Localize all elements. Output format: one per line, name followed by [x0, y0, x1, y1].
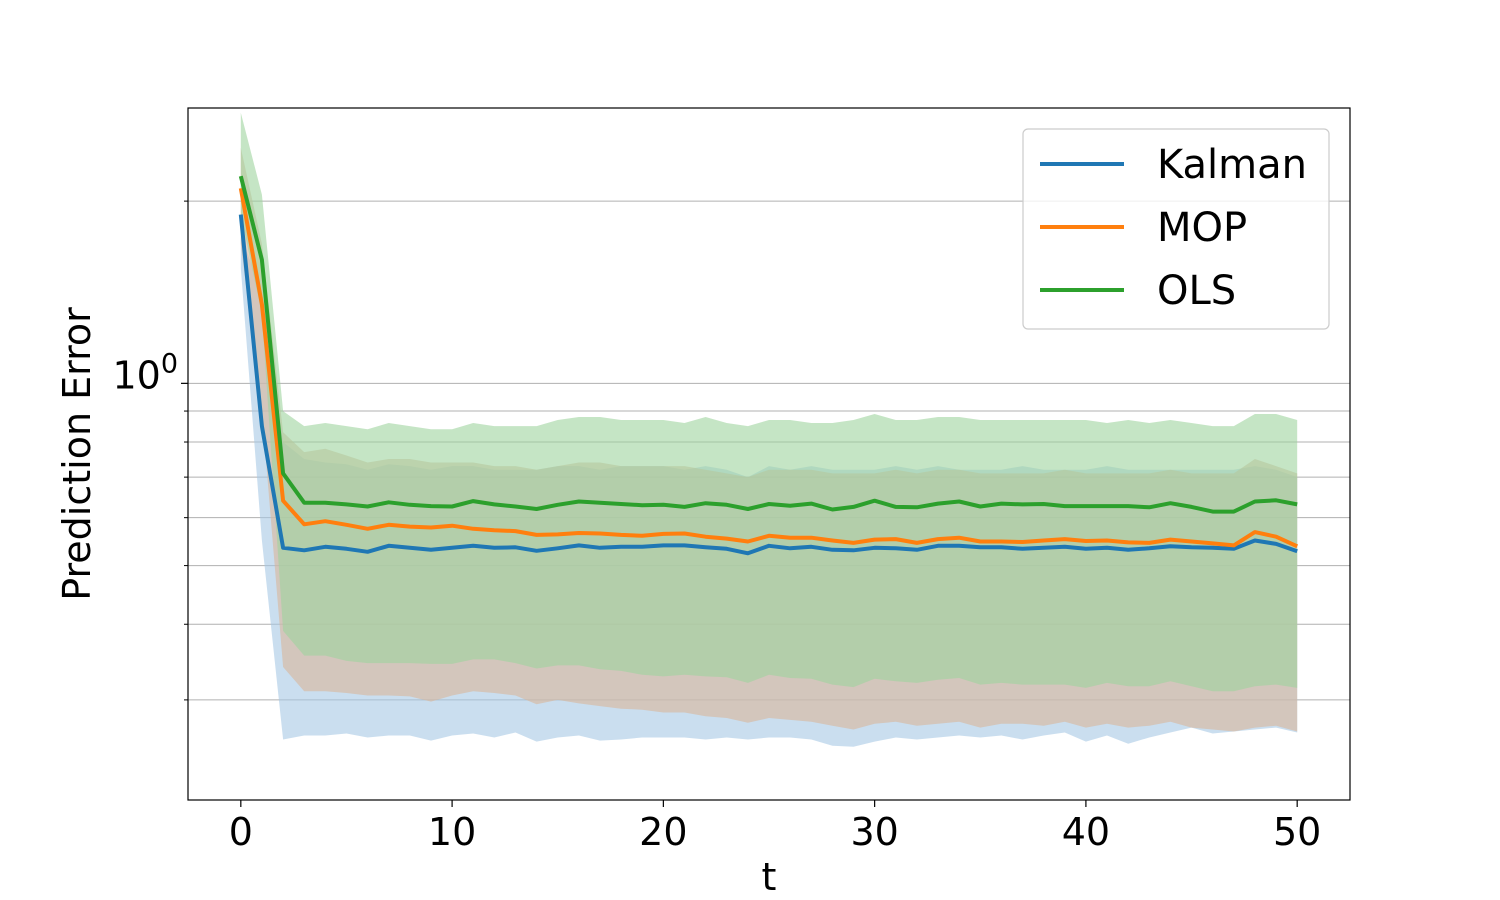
legend-label-mop: MOP [1157, 205, 1247, 251]
plot-frame [187, 107, 1351, 801]
legend-label-ols: OLS [1157, 268, 1236, 314]
series-line-ols [238, 175, 1298, 514]
x-tick-label: 0 [229, 810, 253, 854]
legend-box [1022, 128, 1330, 330]
series-line-kalman [238, 214, 1298, 556]
y-axis-label: Prediction Error [55, 307, 99, 601]
y-tick-label: 100 [112, 348, 178, 397]
y-axis-ticks: 100 [112, 200, 188, 701]
x-axis-ticks: 0 10 20 30 40 50 [229, 800, 1321, 854]
legend: Kalman MOP OLS [1022, 128, 1330, 330]
series-line-mop [238, 187, 1299, 549]
x-tick-label: 40 [1062, 810, 1110, 854]
legend-label-kalman: Kalman [1157, 142, 1307, 188]
x-tick-label: 30 [850, 810, 898, 854]
series-lines [238, 175, 1299, 556]
x-tick-label: 20 [639, 810, 687, 854]
x-axis-label: t [762, 855, 777, 899]
x-tick-label: 10 [428, 810, 476, 854]
x-tick-label: 50 [1273, 810, 1321, 854]
